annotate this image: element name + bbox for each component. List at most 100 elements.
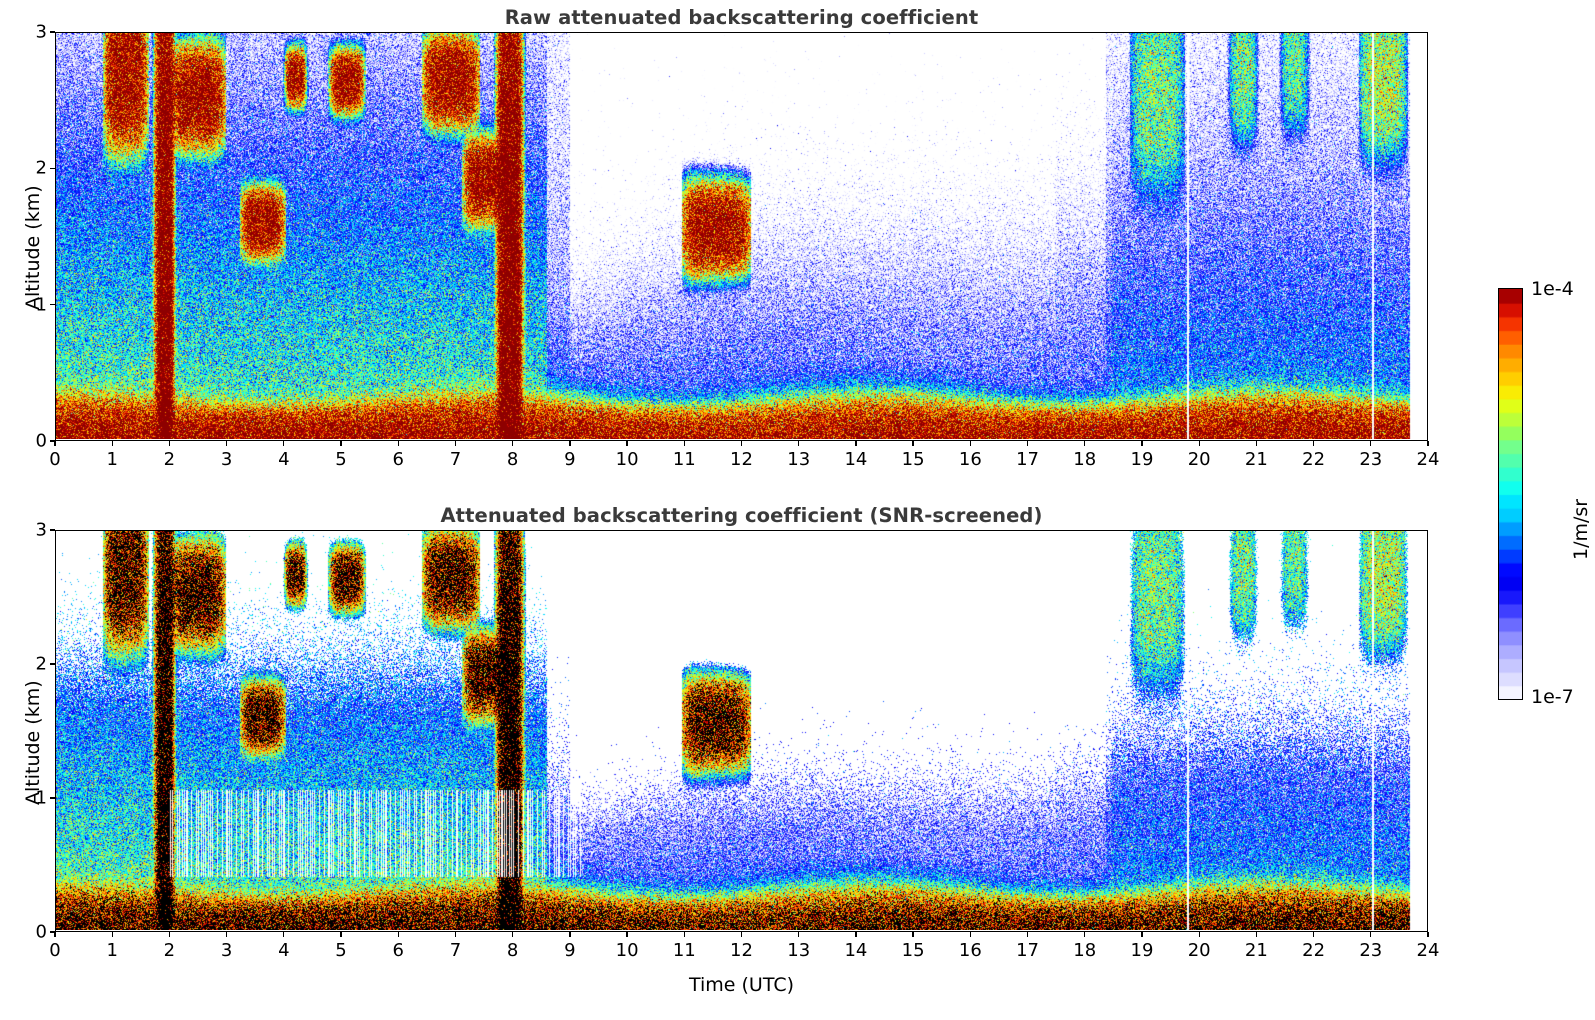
y-tick-screened: [50, 931, 55, 933]
x-tick-raw: [283, 441, 285, 446]
x-tick-screened: [912, 932, 914, 937]
y-tick-screened: [50, 529, 55, 531]
x-tick-raw: [1084, 441, 1086, 446]
x-tick-screened: [1370, 932, 1372, 937]
x-tick-screened: [283, 932, 285, 937]
x-tick-label-screened: 4: [278, 940, 290, 961]
x-tick-screened: [1312, 932, 1315, 937]
x-tick-screened: [1427, 932, 1429, 937]
x-tick-raw: [1312, 441, 1315, 446]
x-tick-label-raw: 23: [1359, 449, 1383, 470]
panel-title-raw: Raw attenuated backscattering coefficien…: [504, 6, 979, 29]
x-tick-label-raw: 5: [335, 449, 347, 470]
x-tick-label-raw: 4: [278, 449, 290, 470]
x-tick-raw: [912, 441, 914, 446]
y-tick-label-raw: 1: [35, 294, 47, 316]
x-tick-raw: [111, 441, 113, 446]
x-tick-raw: [1370, 441, 1372, 446]
x-tick-screened: [1255, 932, 1258, 937]
x-tick-screened: [340, 932, 342, 937]
y-tick-label-screened: 2: [35, 653, 47, 675]
x-tick-screened: [1026, 932, 1029, 937]
x-tick-screened: [397, 932, 399, 937]
x-tick-screened: [54, 932, 56, 937]
colorbar-min-label: 1e-7: [1531, 686, 1574, 708]
x-tick-label-raw: 11: [672, 449, 696, 470]
x-tick-label-screened: 1: [106, 940, 118, 961]
colorbar: [1498, 288, 1523, 700]
y-tick-label-raw: 2: [35, 157, 47, 179]
x-tick-label-screened: 13: [787, 940, 811, 961]
x-tick-raw: [626, 441, 628, 446]
x-tick-raw: [855, 441, 857, 446]
x-tick-raw: [798, 441, 800, 446]
x-tick-raw: [569, 441, 571, 446]
x-tick-label-raw: 9: [564, 449, 576, 470]
x-tick-raw: [1026, 441, 1029, 446]
panel-title-screened: Attenuated backscattering coefficient (S…: [440, 504, 1043, 527]
colorbar-unit-label: 1/m/sr: [1570, 498, 1592, 560]
x-tick-screened: [969, 932, 971, 937]
plot-area-screened: [55, 530, 1428, 932]
x-tick-label-screened: 23: [1359, 940, 1383, 961]
x-tick-label-raw: 22: [1302, 449, 1326, 470]
x-tick-label-screened: 5: [335, 940, 347, 961]
x-tick-screened: [569, 932, 571, 937]
x-tick-screened: [740, 932, 743, 937]
x-tick-label-raw: 8: [506, 449, 519, 470]
y-tick-label-raw: 0: [35, 430, 47, 452]
x-tick-label-raw: 18: [1073, 449, 1097, 470]
x-tick-screened: [855, 932, 857, 937]
y-tick-label-screened: 0: [35, 921, 47, 943]
x-tick-label-screened: 16: [958, 940, 982, 961]
x-tick-label-screened: 11: [672, 940, 696, 961]
x-tick-label-screened: 14: [844, 940, 868, 961]
x-tick-label-screened: 8: [506, 940, 519, 961]
y-tick-raw: [50, 31, 55, 33]
x-tick-label-screened: 10: [615, 940, 639, 961]
x-tick-label-screened: 12: [730, 940, 753, 961]
y-axis-label-screened: Altitude (km): [22, 680, 44, 805]
colorbar-gradient: [1498, 288, 1523, 700]
x-tick-raw: [454, 441, 457, 446]
x-tick-label-screened: 21: [1244, 940, 1268, 961]
x-tick-label-raw: 6: [392, 449, 404, 470]
x-tick-label-raw: 15: [901, 449, 925, 470]
x-tick-raw: [1141, 441, 1143, 446]
x-tick-screened: [626, 932, 628, 937]
x-tick-label-raw: 3: [220, 449, 233, 470]
x-tick-label-raw: 0: [49, 449, 61, 470]
x-tick-screened: [683, 932, 685, 937]
x-tick-raw: [969, 441, 971, 446]
y-tick-screened: [50, 663, 55, 665]
x-tick-screened: [454, 932, 457, 937]
x-tick-raw: [1427, 441, 1429, 446]
heatmap-screened: [56, 531, 1426, 930]
x-tick-screened: [512, 932, 514, 937]
x-tick-raw: [225, 441, 228, 446]
x-tick-label-screened: 9: [564, 940, 576, 961]
x-tick-raw: [54, 441, 56, 446]
x-tick-raw: [340, 441, 342, 446]
y-tick-raw: [50, 440, 55, 442]
x-tick-label-screened: 6: [392, 940, 404, 961]
x-tick-label-raw: 16: [958, 449, 982, 470]
y-tick-screened: [50, 797, 55, 799]
x-tick-screened: [1141, 932, 1143, 937]
x-tick-label-raw: 14: [844, 449, 868, 470]
y-tick-label-screened: 1: [35, 787, 47, 809]
y-axis-label-raw: Altitude (km): [22, 185, 44, 310]
x-tick-label-raw: 13: [787, 449, 811, 470]
x-tick-raw: [397, 441, 399, 446]
x-tick-raw: [512, 441, 514, 446]
x-axis-label-time: Time (UTC): [688, 974, 795, 996]
y-tick-label-raw: 3: [35, 21, 47, 43]
x-tick-label-screened: 17: [1016, 940, 1039, 961]
x-tick-raw: [1198, 441, 1200, 446]
heatmap-raw: [56, 33, 1426, 439]
x-tick-label-screened: 7: [449, 940, 462, 961]
x-tick-label-screened: 24: [1416, 940, 1440, 961]
x-tick-raw: [1255, 441, 1258, 446]
x-tick-screened: [1084, 932, 1086, 937]
